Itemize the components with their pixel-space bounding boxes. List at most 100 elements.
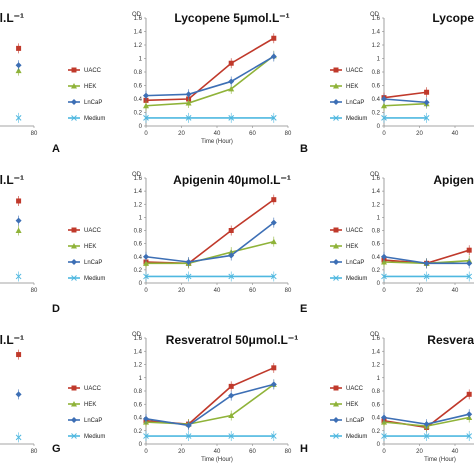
- legend-marker: [333, 259, 339, 265]
- data-point-uacc: [16, 45, 22, 51]
- y-tick-label: 0.8: [372, 229, 381, 235]
- chart-panel-H: Resveratrol 50μmol.L⁻¹ OD 0 0.2 0.4 0.6 0.8 1 1.…: [68, 332, 308, 463]
- legend-label: LnCaP: [84, 260, 102, 266]
- legend: UACC HEK LnCaP Medium: [330, 67, 367, 122]
- data-point-uacc: [271, 197, 277, 203]
- data-point-uacc: [466, 247, 472, 253]
- legend: UACC HEK LnCaP Medium: [68, 227, 105, 282]
- x-tick-label: 40: [214, 131, 221, 137]
- data-point-lncap: [143, 253, 149, 260]
- data-point-hek: [381, 102, 387, 109]
- legend-label: Medium: [346, 116, 367, 122]
- data-point-uacc: [228, 228, 234, 233]
- legend-label: HEK: [346, 244, 358, 250]
- legend-label: UACC: [84, 386, 102, 392]
- data-point-hek: [15, 227, 22, 233]
- y-tick-label: 1.6: [134, 16, 143, 22]
- data-point-uacc: [466, 391, 472, 397]
- y-tick-label: 0.8: [134, 389, 143, 395]
- data-point-medium: [15, 273, 22, 280]
- chart-panel-E: Apigenin 40μmol.L⁻¹ OD 0 0.2 0.4 0.6 0.8 1 1.2 1.…: [68, 172, 307, 315]
- data-point-medium: [15, 115, 22, 121]
- data-point-medium: [15, 434, 22, 441]
- chart-title: Apigenin 40μmol.L⁻¹: [173, 173, 291, 187]
- legend-label: HEK: [346, 402, 358, 408]
- data-point-medium: [143, 273, 149, 280]
- data-point-uacc: [16, 198, 22, 204]
- x-tick-label: 0: [144, 449, 148, 455]
- data-point-medium: [143, 115, 149, 121]
- y-tick-label: 1.6: [372, 336, 381, 342]
- y-tick-label: 0.2: [372, 111, 381, 117]
- legend: UACC HEK LnCaP Medium: [68, 385, 105, 440]
- legend-marker: [71, 433, 77, 439]
- y-tick-label: 0: [377, 124, 381, 130]
- x-tick-label: 80: [285, 131, 292, 137]
- x-tick-label: 20: [178, 449, 185, 455]
- legend-marker: [333, 67, 339, 73]
- y-tick-label: 1.2: [134, 363, 143, 369]
- legend-label: Medium: [346, 276, 367, 282]
- data-point-lncap: [466, 411, 473, 418]
- y-tick-label: 0.2: [372, 429, 381, 435]
- legend-marker: [333, 433, 339, 439]
- panel-letter: G: [52, 443, 61, 455]
- y-tick-label: 0.8: [372, 389, 381, 395]
- y-tick-label: 1: [139, 376, 143, 382]
- chart-title: Apigen: [433, 173, 474, 187]
- series-line-uacc: [145, 37, 275, 102]
- y-tick-label: 0.8: [134, 229, 143, 235]
- y-tick-label: 0.2: [134, 268, 143, 274]
- legend-marker: [333, 99, 339, 105]
- x-tick-label: 40: [452, 449, 459, 455]
- legend-marker: [71, 417, 77, 423]
- legend-label: HEK: [84, 84, 96, 90]
- data-point-medium: [185, 273, 192, 280]
- x-tick-label: 40: [214, 449, 221, 455]
- y-tick-label: 0: [377, 442, 381, 448]
- data-point-lncap: [466, 260, 473, 267]
- y-axis-label: OD: [370, 332, 380, 338]
- chart-title: Lycopene 5μmol.L⁻¹: [174, 11, 289, 25]
- data-point-lncap: [15, 217, 22, 224]
- legend-label: LnCaP: [84, 100, 102, 106]
- y-tick-label: 1: [377, 376, 381, 382]
- legend-label: HEK: [84, 402, 96, 408]
- y-tick-label: 1: [139, 57, 143, 63]
- legend-marker: [71, 115, 77, 121]
- panel-letter: A: [52, 143, 60, 155]
- panel-letter: B: [300, 143, 308, 155]
- y-axis-label: OD: [370, 12, 380, 18]
- legend-marker: [71, 99, 77, 105]
- legend-label: UACC: [346, 228, 364, 234]
- y-tick-label: 0.6: [134, 242, 143, 248]
- x-tick-label: 80: [31, 131, 38, 137]
- y-tick-label: 0.2: [134, 429, 143, 435]
- data-point-lncap: [185, 91, 192, 98]
- y-tick-label: 1.2: [134, 202, 143, 208]
- y-tick-label: 0: [139, 281, 143, 287]
- data-point-lncap: [423, 421, 430, 428]
- legend: UACC HEK LnCaP Medium: [330, 227, 367, 282]
- data-point-medium: [228, 433, 235, 439]
- y-tick-label: 0.8: [134, 70, 143, 76]
- x-tick-label: 80: [285, 449, 292, 455]
- legend-marker: [333, 417, 339, 423]
- x-tick-label: 20: [178, 288, 185, 294]
- x-tick-label: 0: [382, 288, 386, 294]
- y-axis-label: OD: [132, 332, 142, 338]
- series-line-uacc: [145, 367, 275, 425]
- x-tick-label: 0: [144, 288, 148, 294]
- chart-panel-A: μmol.L⁻¹ 80 A: [0, 11, 60, 155]
- y-tick-label: 0.4: [372, 97, 381, 103]
- y-tick-label: 0: [139, 124, 143, 130]
- data-point-medium: [185, 433, 192, 439]
- legend-marker: [71, 83, 77, 89]
- y-tick-label: 0.6: [372, 402, 381, 408]
- data-point-lncap: [185, 259, 192, 265]
- legend-label: LnCaP: [346, 260, 364, 266]
- series-line-hek: [145, 55, 275, 107]
- x-tick-label: 20: [416, 288, 423, 294]
- data-point-uacc: [424, 89, 430, 95]
- y-tick-label: 1.4: [372, 189, 381, 195]
